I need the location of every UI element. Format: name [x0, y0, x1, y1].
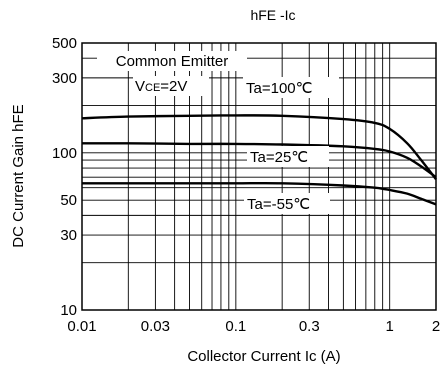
series-line-ta-25 [81, 142, 437, 179]
series-label-ta-100: Ta=100℃ [246, 80, 312, 97]
y-tick-label: 300 [52, 70, 77, 87]
x-tick-label: 0.01 [67, 318, 96, 335]
series-label-ta-minus-55: Ta=-55℃ [247, 196, 310, 213]
y-tick-label: 100 [52, 145, 77, 162]
conditions-annotation: Common Emitter VCE=2V [97, 51, 247, 96]
annotation-common-emitter: Common Emitter [116, 53, 229, 70]
series-line-ta-minus-55 [82, 181, 437, 206]
x-tick-label: 2 [432, 318, 440, 335]
plot-frame [81, 42, 437, 311]
series-curves [81, 114, 437, 206]
series-label-bg [244, 193, 330, 214]
chart-title: hFE -Ic [250, 7, 295, 23]
series-line-ta-100 [81, 114, 437, 180]
x-tick-label: 1 [386, 318, 394, 335]
annotation-vce-sub: CE [145, 82, 160, 94]
series-label-bg [243, 77, 339, 98]
annotation-vce-prefix: V [135, 78, 145, 95]
tick-labels: 0.01 0.03 0.1 0.3 1 2 10 30 50 100 300 500 [52, 35, 440, 335]
annotation-vce-suffix: =2V [160, 78, 187, 95]
x-tick-label: 0.1 [225, 318, 246, 335]
x-tick-label: 0.03 [141, 318, 170, 335]
x-axis-label: Collector Current Ic (A) [187, 348, 340, 365]
series-label-bg [247, 146, 329, 167]
series-label-ta-25: Ta=25℃ [250, 149, 308, 166]
series-labels: Ta=100℃ Ta=25℃ Ta=-55℃ [243, 77, 339, 214]
x-tick-label: 0.3 [299, 318, 320, 335]
y-axis-label: DC Current Gain hFE [10, 104, 27, 247]
y-tick-label: 500 [52, 35, 77, 52]
annotation-vce: VCE=2V [135, 78, 187, 95]
y-tick-label: 30 [60, 227, 77, 244]
y-tick-label: 50 [60, 192, 77, 209]
y-tick-label: 10 [60, 302, 77, 319]
